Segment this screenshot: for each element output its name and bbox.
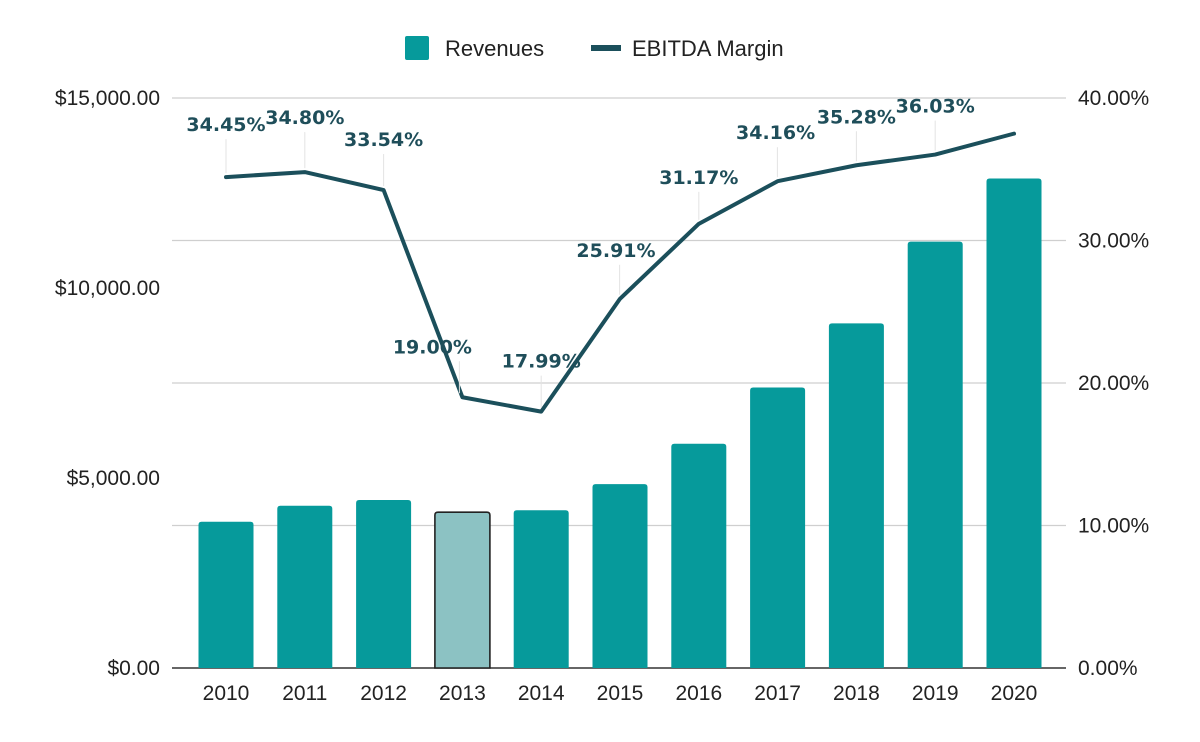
data-label-2015: 25.91% bbox=[576, 240, 655, 262]
revenue-bars bbox=[198, 178, 1042, 669]
bar-2012 bbox=[356, 500, 412, 668]
x-tick-label: 2013 bbox=[439, 682, 486, 705]
y-left-tick-label: $15,000.00 bbox=[55, 87, 160, 110]
y-right-tick-label: 30.00% bbox=[1078, 230, 1149, 253]
x-tick-label: 2015 bbox=[597, 682, 644, 705]
bar-2018 bbox=[828, 323, 884, 668]
y-left-tick-label: $10,000.00 bbox=[55, 277, 160, 300]
data-label-2013: 19.00% bbox=[393, 336, 472, 358]
y-right-tick-label: 40.00% bbox=[1078, 87, 1149, 110]
x-tick-label: 2016 bbox=[675, 682, 722, 705]
data-label-2012: 33.54% bbox=[344, 129, 423, 151]
legend-revenues-swatch bbox=[405, 36, 429, 60]
bar-2019 bbox=[907, 241, 963, 668]
bar-2020 bbox=[986, 178, 1042, 668]
data-label-2017: 34.16% bbox=[736, 122, 815, 144]
legend: Revenues EBITDA Margin bbox=[405, 36, 784, 61]
data-label-2016: 31.17% bbox=[659, 167, 738, 189]
bar-2011 bbox=[277, 505, 333, 668]
legend-ebitda-label: EBITDA Margin bbox=[632, 36, 784, 61]
bar-2013 bbox=[434, 511, 491, 669]
data-label-2019: 36.03% bbox=[896, 96, 975, 118]
x-tick-label: 2014 bbox=[518, 682, 565, 705]
ebitda-data-labels: 34.45% 34.80%33.54% 19.00% 17.99% 25.91% 31.1… bbox=[186, 96, 975, 408]
x-tick-label: 2010 bbox=[203, 682, 250, 705]
legend-revenues-label: Revenues bbox=[445, 36, 544, 61]
x-tick-label: 2017 bbox=[754, 682, 801, 705]
bar-2015 bbox=[592, 484, 648, 668]
x-tick-label: 2011 bbox=[282, 682, 327, 705]
bar-2017 bbox=[750, 387, 806, 668]
y-right-tick-label: 10.00% bbox=[1078, 515, 1149, 538]
legend-ebitda-swatch bbox=[591, 45, 621, 51]
axes: $0.00 $5,000.00 $10,000.00 $15,000.00 0.00% 1… bbox=[55, 87, 1149, 705]
x-tick-label: 2018 bbox=[833, 682, 880, 705]
bar-2014 bbox=[513, 510, 569, 668]
x-tick-label: 2012 bbox=[360, 682, 407, 705]
y-right-tick-label: 0.00% bbox=[1078, 657, 1138, 680]
data-label-2014: 17.99% bbox=[502, 351, 581, 373]
x-tick-label: 2019 bbox=[912, 682, 959, 705]
y-left-tick-label: $5,000.00 bbox=[67, 467, 160, 490]
bar-2010 bbox=[198, 521, 254, 668]
y-left-tick-label: $0.00 bbox=[107, 657, 160, 680]
y-right-tick-label: 20.00% bbox=[1078, 372, 1149, 395]
x-tick-label: 2020 bbox=[991, 682, 1038, 705]
ebitda-line bbox=[224, 131, 1016, 414]
data-label-2018: 35.28% bbox=[817, 106, 896, 128]
data-label-2010: 34.45% bbox=[186, 114, 265, 136]
bar-2016 bbox=[671, 443, 727, 668]
data-label-2011: 34.80% bbox=[265, 107, 344, 129]
